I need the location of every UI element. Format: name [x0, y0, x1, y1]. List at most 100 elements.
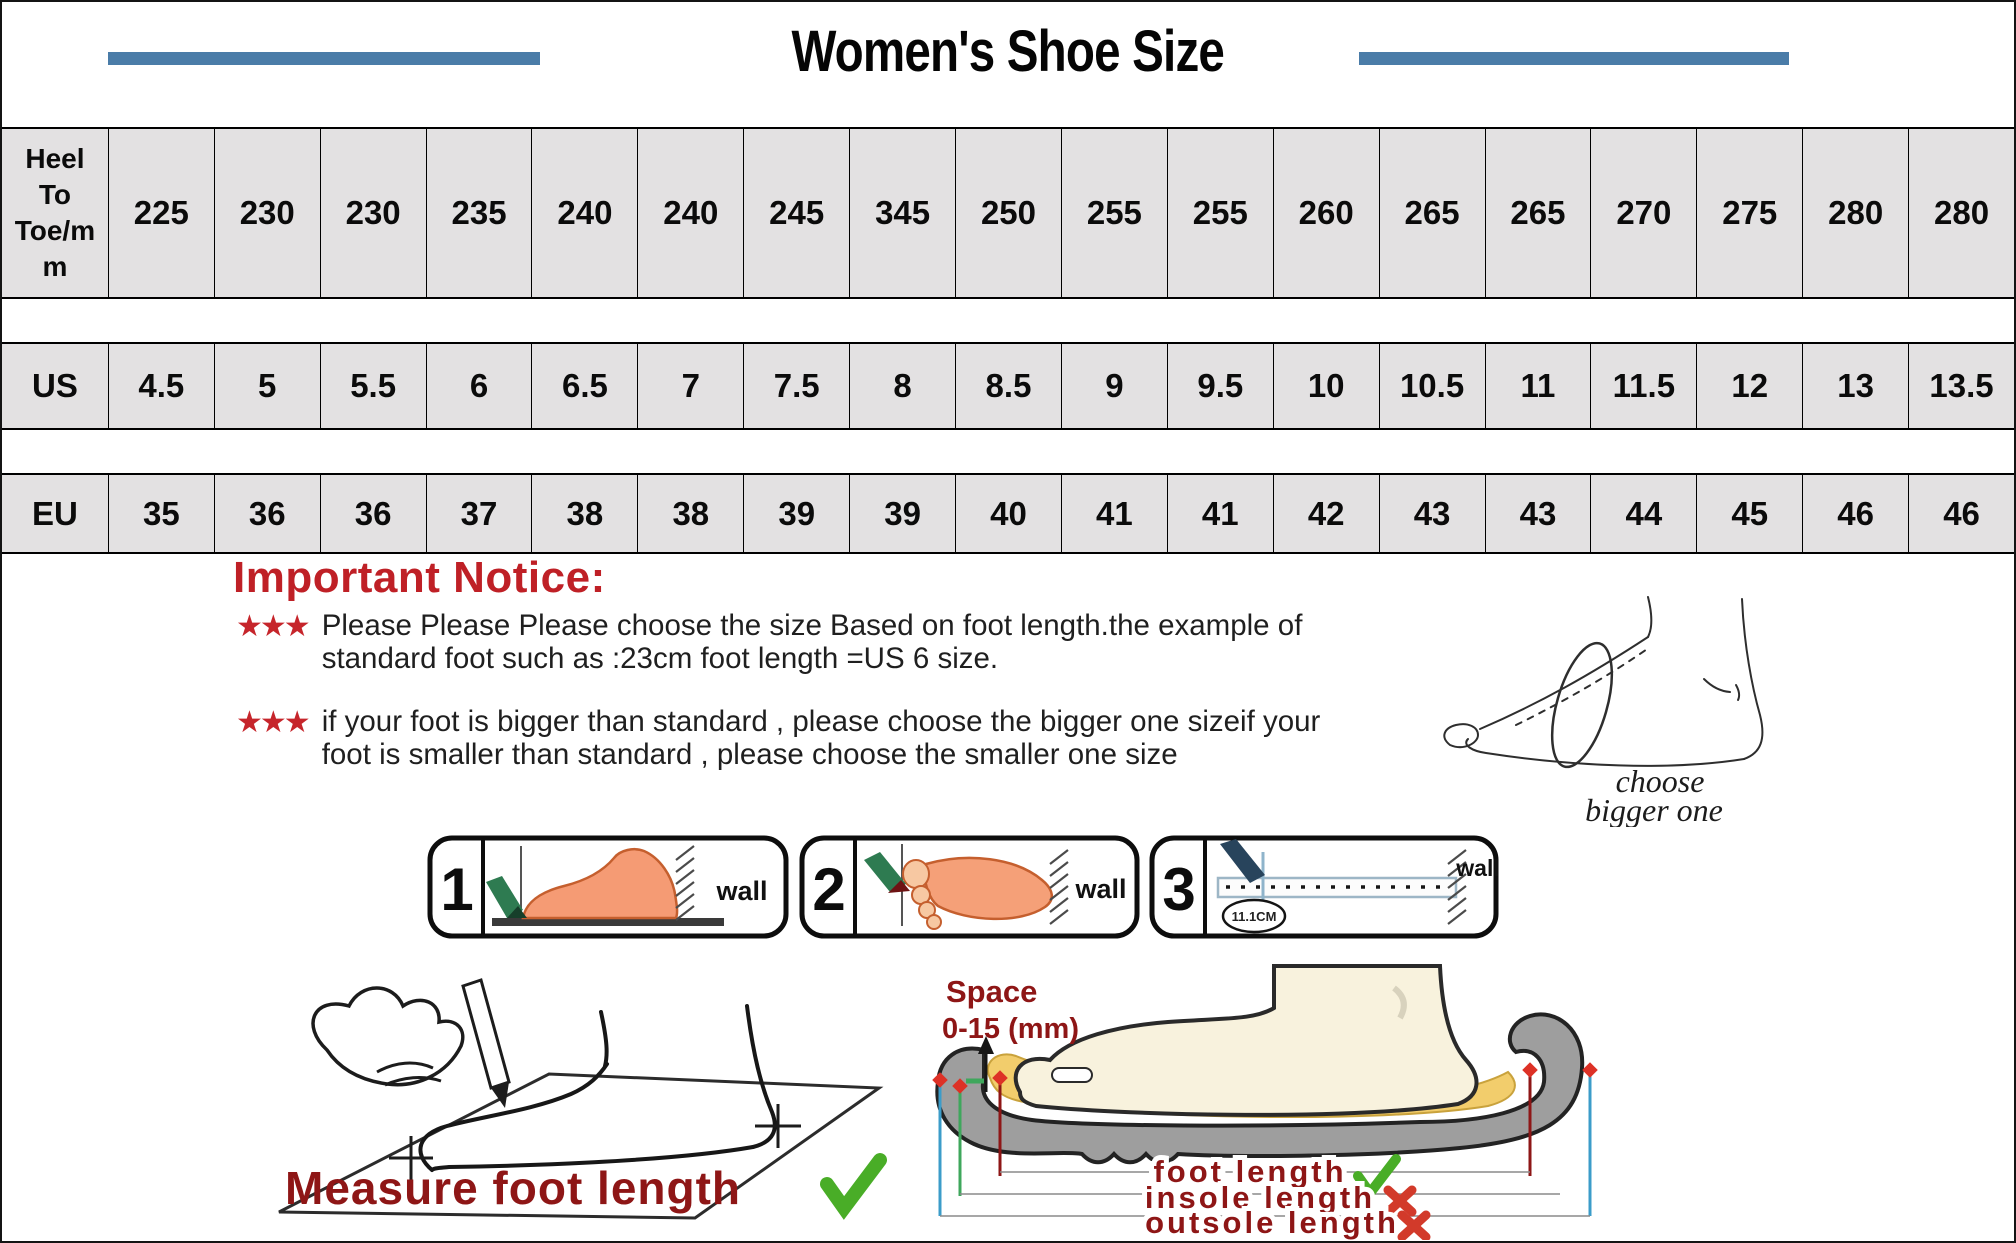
- fingers: [376, 1061, 442, 1087]
- foot-side-illustration: [521, 848, 679, 920]
- size-cell: 245: [743, 129, 849, 297]
- size-cell: 39: [849, 475, 955, 552]
- size-cell: 280: [1802, 129, 1908, 297]
- measure-foot-length-illustration: Measure foot length: [278, 978, 887, 1220]
- stars-icon: ★★★: [236, 610, 311, 643]
- toes-illustration: [902, 859, 942, 930]
- pen-icon: [864, 852, 906, 892]
- size-cell: 43: [1378, 475, 1485, 552]
- length-stamp-oval: [1221, 898, 1287, 934]
- size-cell: 38: [637, 475, 743, 552]
- choose-bigger-caption-line2: bigger one: [1585, 792, 1723, 827]
- step-number: 3: [1162, 856, 1195, 923]
- size-cell: 36: [213, 475, 320, 552]
- foot-in-shoe-shape: [1013, 964, 1479, 1117]
- size-cell: 41: [1060, 475, 1167, 552]
- size-cell: 41: [1166, 475, 1273, 552]
- size-cell: 235: [425, 129, 532, 297]
- step-number: 1: [440, 856, 473, 923]
- size-cell: 345: [849, 129, 955, 297]
- size-cell: 7: [637, 344, 743, 428]
- size-cell: 42: [1272, 475, 1379, 552]
- size-cell: 230: [213, 129, 320, 297]
- foot-length-label: foot length: [1153, 1154, 1346, 1189]
- size-cell: 39: [743, 475, 849, 552]
- size-cell: 8.5: [955, 344, 1061, 428]
- foot-outline: [418, 1004, 777, 1172]
- size-cell: 225: [107, 129, 214, 297]
- pencil-icon: [461, 978, 511, 1090]
- size-cell: 8: [849, 344, 955, 428]
- pen-tip: [507, 906, 527, 918]
- size-cell: 37: [425, 475, 532, 552]
- size-cell: 5: [213, 344, 320, 428]
- size-cell: 11: [1484, 344, 1591, 428]
- choose-bigger-caption-line1: choose: [1616, 763, 1705, 799]
- size-cell: 7.5: [743, 344, 849, 428]
- row-label: US: [32, 367, 78, 404]
- size-cell: 13: [1802, 344, 1908, 428]
- row-label: Heel To Toe/m m: [14, 143, 96, 282]
- size-cell: 4.5: [107, 344, 214, 428]
- size-cell: 43: [1484, 475, 1591, 552]
- cross-icon: [1383, 1185, 1417, 1217]
- size-cell: 255: [1060, 129, 1167, 297]
- size-cell: 12: [1696, 344, 1802, 428]
- size-cell: 40: [955, 475, 1061, 552]
- tick-marks: [389, 1104, 801, 1180]
- pencil-tip: [491, 1082, 509, 1108]
- page-title: Women's Shoe Size: [2, 18, 2014, 85]
- page-title-text: Women's Shoe Size: [791, 19, 1225, 84]
- notice-text: Please Please Please choose the size Bas…: [321, 609, 1303, 676]
- pen-tip: [888, 880, 910, 893]
- size-cell: 10: [1272, 344, 1379, 428]
- outsole-shape: [935, 1012, 1585, 1165]
- wall-hatching: [1049, 849, 1069, 925]
- header-accent-line-right: [1359, 52, 1789, 65]
- wall-label: wall: [715, 876, 767, 906]
- notice-item: ★★★ if your foot is bigger than standard…: [236, 705, 1336, 771]
- size-cell: 280: [1908, 129, 2014, 297]
- size-table-row-eu: EU 35 36 36 37 38 38 39 39 40 41 41 42 43 43 44 45 46 46: [2, 473, 2014, 554]
- size-cell: 11.5: [1590, 344, 1696, 428]
- check-icon: [820, 1153, 887, 1220]
- wall-label: wall: [1074, 874, 1126, 904]
- wall-label: wall: [1455, 855, 1499, 881]
- header-accent-line-left: [108, 52, 540, 65]
- step-number: 2: [812, 856, 845, 923]
- size-cell: 240: [531, 129, 637, 297]
- size-cell: 35: [107, 475, 214, 552]
- floor-bar: [492, 918, 724, 926]
- size-cell: 38: [531, 475, 637, 552]
- arrow-up-icon: [978, 1036, 994, 1054]
- measure-step-1-panel: 1 wall: [427, 835, 789, 939]
- size-table-row-us: US 4.5 5 5.5 6 6.5 7 7.5 8 8.5 9 9.5 10 10.5 11 11.5 12 1…: [2, 342, 2014, 430]
- size-cell: 270: [1590, 129, 1696, 297]
- foot-top-illustration: [923, 856, 1053, 921]
- size-cell: 45: [1696, 475, 1802, 552]
- size-cell: 240: [637, 129, 743, 297]
- size-cell: 260: [1272, 129, 1379, 297]
- outsole-length-label: outsole length: [1145, 1205, 1399, 1240]
- notice-item: ★★★ Please Please Please choose the size…: [236, 609, 1366, 675]
- pen-icon: [486, 876, 523, 918]
- size-cell: 250: [955, 129, 1061, 297]
- foot-measure-sketch: choose bigger one: [1443, 596, 1764, 827]
- pen-icon: [1220, 839, 1265, 883]
- check-icon: [1353, 1154, 1401, 1202]
- measure-caption: Measure foot length: [285, 1162, 741, 1214]
- insole-length-label: insole length: [1145, 1180, 1375, 1215]
- size-cell: 13.5: [1908, 344, 2014, 428]
- size-cell: 9: [1060, 344, 1167, 428]
- paper-sheet: [278, 1072, 884, 1220]
- size-cell: 6.5: [531, 344, 637, 428]
- size-cell: 275: [1696, 129, 1802, 297]
- size-cell: 46: [1908, 475, 2014, 552]
- hand-illustration: [311, 986, 465, 1087]
- length-stamp-text: 11.1CM: [1232, 909, 1277, 924]
- shoe-cross-section-diagram: Space 0-15 (mm) foot length insole lengt…: [932, 964, 1598, 1240]
- size-cell: 265: [1378, 129, 1485, 297]
- size-cell: 230: [319, 129, 426, 297]
- stars-icon: ★★★: [236, 706, 311, 739]
